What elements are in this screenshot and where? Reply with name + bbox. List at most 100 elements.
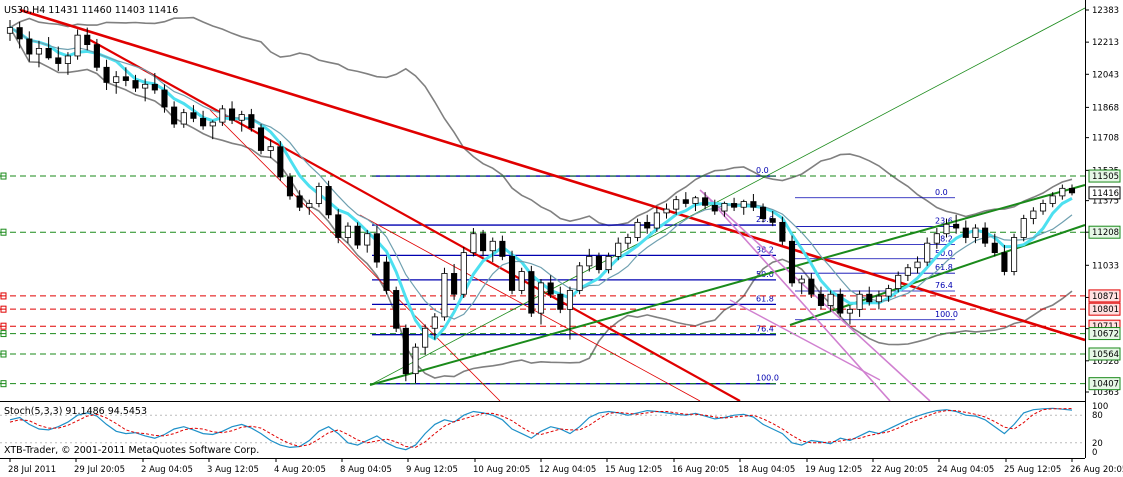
candle bbox=[856, 290, 863, 317]
price-tick-label: 12383 bbox=[1092, 6, 1119, 16]
candle bbox=[171, 101, 178, 128]
candle-body bbox=[151, 83, 158, 91]
time-tick-label: 24 Aug 04:05 bbox=[937, 465, 994, 475]
candle-body bbox=[113, 76, 120, 83]
price-label-text: 11416 bbox=[1092, 189, 1119, 199]
candle bbox=[769, 211, 776, 227]
candle bbox=[364, 229, 371, 253]
candle-body bbox=[383, 261, 390, 291]
bollinger-upper bbox=[9, 16, 1073, 227]
candle-body bbox=[412, 346, 419, 375]
candle-body bbox=[605, 256, 612, 271]
candlesticks bbox=[6, 20, 1076, 384]
candle-body bbox=[837, 293, 844, 314]
candle-body bbox=[277, 146, 284, 178]
candle bbox=[982, 222, 989, 247]
candle bbox=[953, 214, 960, 234]
chart-frame bbox=[0, 0, 1086, 459]
candle-body bbox=[122, 76, 129, 81]
candle-body bbox=[209, 121, 216, 127]
candle bbox=[402, 324, 409, 382]
fib2-level-label: 50.0 bbox=[935, 249, 953, 258]
candle-body bbox=[219, 108, 226, 123]
candle bbox=[547, 275, 554, 299]
candle-body bbox=[933, 233, 940, 244]
candle-body bbox=[508, 256, 516, 291]
candle bbox=[286, 173, 294, 200]
candle-body bbox=[6, 27, 14, 34]
price-label-box bbox=[1088, 169, 1121, 183]
candle bbox=[846, 305, 854, 325]
candle-body bbox=[624, 237, 631, 244]
candle bbox=[798, 275, 805, 295]
price-label-text: 10672 bbox=[1092, 330, 1119, 340]
candle-body bbox=[480, 233, 487, 252]
candle-body bbox=[788, 240, 796, 284]
candle-body bbox=[74, 34, 81, 57]
price-label-text: 10564 bbox=[1092, 350, 1119, 360]
fib1-level-label: 61.8 bbox=[756, 294, 774, 303]
candle-body bbox=[228, 108, 236, 121]
candle bbox=[64, 52, 71, 75]
candle-body bbox=[373, 233, 380, 263]
candle-body bbox=[142, 83, 149, 89]
candle bbox=[615, 237, 622, 261]
candle-body bbox=[731, 203, 738, 208]
candle bbox=[499, 235, 506, 261]
price-label-text: 10801 bbox=[1092, 305, 1119, 315]
candle-body bbox=[759, 206, 767, 219]
candle-body bbox=[846, 308, 854, 314]
candle bbox=[644, 214, 651, 234]
price-tick-label: 10363 bbox=[1092, 388, 1119, 398]
candle-body bbox=[45, 47, 52, 59]
candle bbox=[306, 199, 313, 215]
candle-body bbox=[663, 208, 670, 214]
candle-body bbox=[344, 225, 351, 238]
level-marker bbox=[0, 380, 7, 388]
candle-body bbox=[84, 34, 91, 46]
candle bbox=[528, 265, 535, 317]
candle-body bbox=[286, 176, 294, 197]
copyright-text: XTB-Trader, © 2001-2011 MetaQuotes Softw… bbox=[4, 445, 259, 456]
candle-body bbox=[914, 261, 921, 269]
candle-body bbox=[962, 227, 969, 238]
candle-body bbox=[257, 127, 265, 151]
candle bbox=[731, 197, 738, 212]
candle bbox=[895, 271, 902, 293]
candle-body bbox=[103, 66, 110, 83]
candle-body bbox=[1068, 187, 1076, 194]
candle bbox=[750, 194, 757, 212]
candle-body bbox=[644, 221, 651, 229]
candle-body bbox=[315, 186, 323, 204]
candle-body bbox=[866, 293, 873, 303]
candle bbox=[537, 279, 545, 325]
candle-body bbox=[702, 197, 709, 206]
price-tick-label: 10528 bbox=[1092, 357, 1119, 367]
candle bbox=[702, 192, 709, 210]
candle bbox=[1020, 214, 1027, 242]
candle-body bbox=[441, 273, 448, 318]
candle bbox=[1030, 207, 1037, 225]
candle bbox=[1011, 233, 1018, 276]
candle-body bbox=[943, 223, 950, 235]
uptrend-support-line bbox=[369, 184, 1086, 386]
candle bbox=[943, 218, 950, 238]
candle-body bbox=[470, 233, 477, 254]
candle bbox=[788, 235, 796, 287]
candle-body bbox=[895, 274, 902, 289]
candle bbox=[200, 110, 207, 130]
candle-body bbox=[35, 47, 43, 55]
candle bbox=[422, 324, 429, 355]
price-label-box bbox=[1088, 186, 1121, 200]
time-tick-label: 8 Aug 04:05 bbox=[340, 465, 392, 475]
candle-body bbox=[422, 327, 429, 348]
fib1-level-label: 76.4 bbox=[756, 325, 774, 334]
price-panel[interactable]: 0.023.638.250.061.876.4100.00.023.638.25… bbox=[0, 5, 1121, 402]
candle-body bbox=[528, 271, 535, 314]
candle bbox=[595, 252, 602, 274]
candle bbox=[344, 222, 351, 244]
candle bbox=[277, 141, 284, 181]
